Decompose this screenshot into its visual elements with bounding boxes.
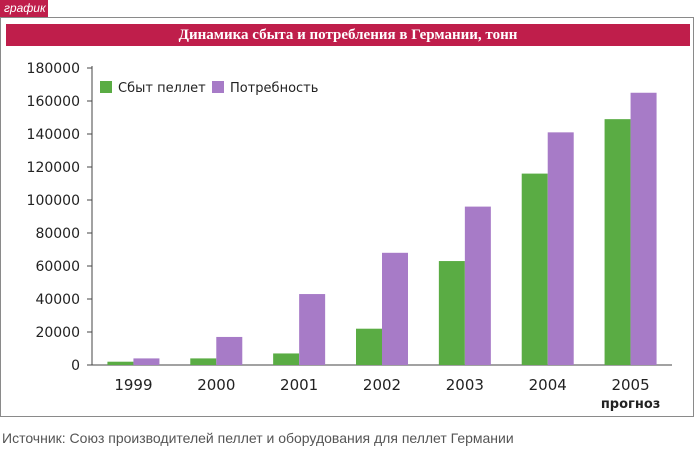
bar-consumption-2001 [299,294,326,365]
y-tick-label: 100000 [27,193,80,209]
x-tick-label: 2002 [363,376,401,394]
y-tick-label: 60000 [35,259,80,275]
y-tick-label: 40000 [35,292,80,308]
source-note: Источник: Союз производителей пеллет и о… [2,430,514,446]
x-tick-note: прогноз [601,397,660,412]
y-tick-label: 80000 [35,226,80,242]
chart-title: Динамика сбыта и потребления в Германии,… [6,24,690,46]
bar-sales-2003 [438,261,465,365]
bar-consumption-2002 [382,252,408,365]
y-tick-label: 120000 [27,160,80,176]
x-tick-label: 2004 [529,376,567,394]
legend: Сбыт пеллет Потребность [100,81,318,96]
y-tick-label: 160000 [27,94,80,110]
x-tick-label: 1999 [114,376,152,394]
bar-consumption-1999 [133,358,160,365]
bars [107,92,657,366]
bar-sales-1999 [107,361,134,365]
bar-consumption-2000 [216,336,243,365]
y-tick-label: 140000 [27,127,80,143]
legend-label-sales: Сбыт пеллет [118,81,206,96]
x-tick-label: 2001 [280,376,318,394]
bar-consumption-2003 [464,206,491,365]
bar-sales-2000 [190,358,217,365]
legend-swatch-consumption [212,81,224,93]
legend-label-consumption: Потребность [230,81,318,96]
bar-consumption-2005 [630,92,657,365]
x-tick-label: 2003 [446,376,484,394]
x-axis-labels: 1999 2000 2001 2002 2003 2004 2005 прогноз [114,376,660,412]
chart-frame [0,17,694,417]
y-axis-ticks: 0 20000 40000 60000 80000 100000 120000 140000 1… [27,61,92,374]
bar-sales-2002 [356,328,382,365]
bar-consumption-2004 [547,132,574,365]
x-tick-label: 2000 [197,376,235,394]
x-tick-label: 2005 [611,376,649,394]
y-tick-label: 20000 [35,325,80,341]
legend-swatch-sales [100,81,112,93]
bar-sales-2004 [521,173,548,365]
y-tick-label: 0 [71,358,80,374]
y-tick-label: 180000 [27,61,80,77]
bar-sales-2001 [273,353,300,365]
bar-sales-2005 [604,119,631,366]
